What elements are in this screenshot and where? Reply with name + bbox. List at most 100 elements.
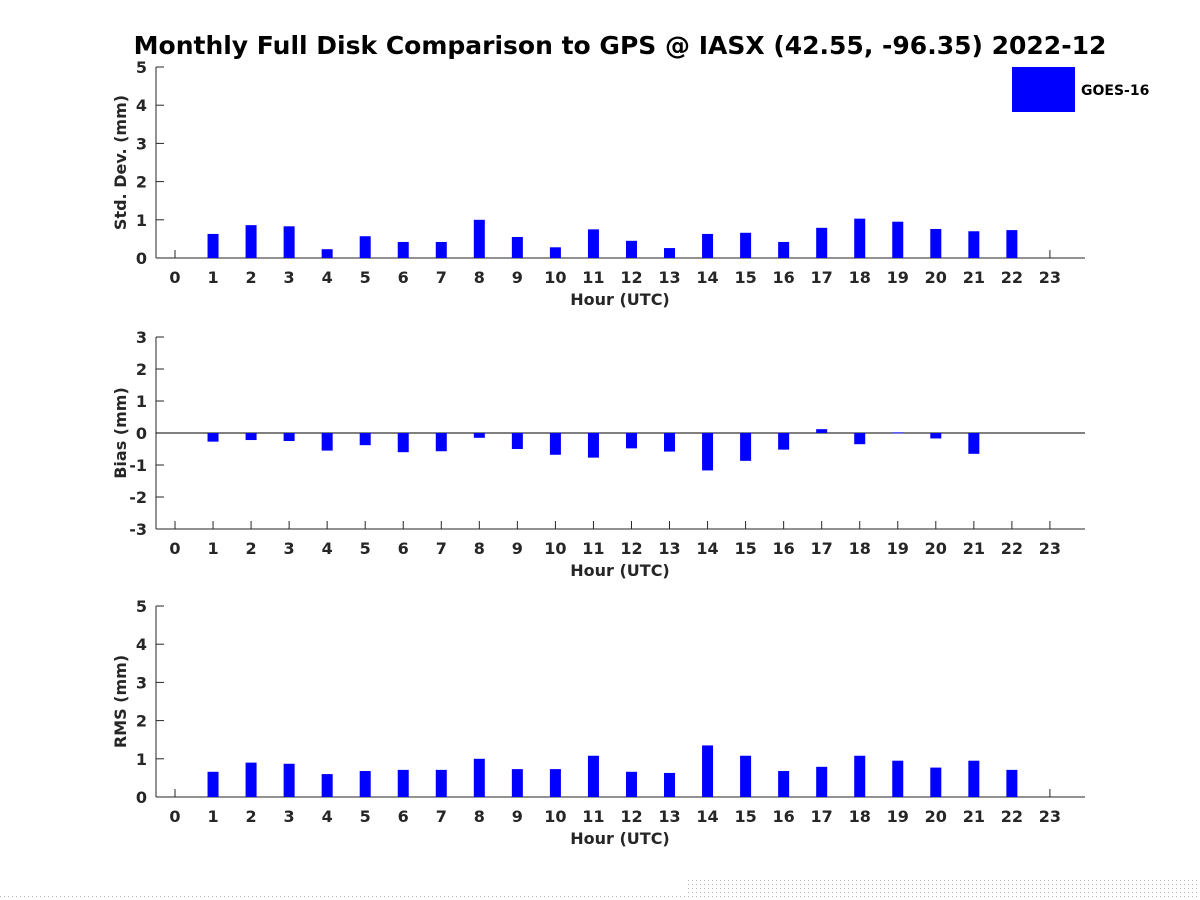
bar-hour-20 xyxy=(930,433,942,439)
bar-hour-17 xyxy=(816,766,828,797)
bar-hour-22 xyxy=(1006,769,1018,797)
x-tick-label: 0 xyxy=(169,539,180,558)
x-tick-label: 4 xyxy=(322,268,333,287)
x-tick-label: 5 xyxy=(360,807,371,826)
x-tick-label: 21 xyxy=(963,807,985,826)
x-tick-label: 6 xyxy=(398,268,409,287)
bar-hour-4 xyxy=(321,433,333,451)
bar-hour-16 xyxy=(778,241,790,258)
x-tick-label: 18 xyxy=(849,807,871,826)
x-tick-label: 9 xyxy=(512,807,523,826)
bar-hour-19 xyxy=(892,432,904,434)
bar-hour-1 xyxy=(207,433,219,442)
bar-hour-3 xyxy=(283,226,295,258)
x-tick-label: 14 xyxy=(696,807,718,826)
x-tick-label: 5 xyxy=(360,268,371,287)
x-tick-label: 0 xyxy=(169,268,180,287)
x-tick-label: 15 xyxy=(734,807,756,826)
legend-label-goes16: GOES-16 xyxy=(1081,83,1149,99)
y-tick-label: 1 xyxy=(136,392,147,411)
bar-hour-21 xyxy=(968,433,980,454)
y-tick-label: 4 xyxy=(136,96,147,115)
x-tick-label: 12 xyxy=(620,539,642,558)
x-tick-label: 4 xyxy=(322,807,333,826)
x-tick-label: 0 xyxy=(169,807,180,826)
bar-hour-14 xyxy=(702,233,714,258)
legend-swatch-goes16 xyxy=(1012,67,1075,112)
x-tick-label: 15 xyxy=(734,268,756,287)
x-tick-label: 2 xyxy=(246,807,257,826)
bar-hour-20 xyxy=(930,228,942,258)
y-tick-label: 5 xyxy=(136,597,147,616)
bar-hour-8 xyxy=(473,758,485,797)
x-tick-label: 22 xyxy=(1001,268,1023,287)
y-tick-label: 0 xyxy=(136,424,147,443)
x-tick-label: 19 xyxy=(887,539,909,558)
x-tick-label: 7 xyxy=(436,539,447,558)
bar-hour-6 xyxy=(397,769,409,797)
bar-hour-9 xyxy=(511,769,523,797)
x-tick-label: 9 xyxy=(512,268,523,287)
x-tick-label: 11 xyxy=(582,539,604,558)
x-tick-label: 4 xyxy=(322,539,333,558)
bar-hour-11 xyxy=(587,433,599,458)
x-tick-label: 5 xyxy=(360,539,371,558)
x-tick-label: 7 xyxy=(436,268,447,287)
x-tick-label: 16 xyxy=(773,539,795,558)
bar-hour-17 xyxy=(816,429,828,433)
x-tick-label: 22 xyxy=(1001,539,1023,558)
bar-hour-4 xyxy=(321,774,333,797)
x-tick-label: 13 xyxy=(658,807,680,826)
bar-hour-16 xyxy=(778,771,790,797)
x-tick-label: 3 xyxy=(284,268,295,287)
x-tick-label: 12 xyxy=(620,268,642,287)
bar-hour-6 xyxy=(397,241,409,258)
bar-hour-10 xyxy=(549,433,561,455)
bar-hour-19 xyxy=(892,221,904,258)
x-tick-label: 1 xyxy=(207,268,218,287)
bar-hour-16 xyxy=(778,433,790,450)
bar-hour-12 xyxy=(625,240,637,258)
bar-hour-1 xyxy=(207,233,219,258)
x-axis-label: Hour (UTC) xyxy=(570,829,670,848)
bar-hour-14 xyxy=(702,745,714,797)
y-tick-label: 0 xyxy=(136,788,147,807)
y-axis-label: RMS (mm) xyxy=(111,655,130,748)
bar-hour-7 xyxy=(435,241,447,258)
bar-hour-22 xyxy=(1006,230,1018,258)
x-tick-label: 2 xyxy=(246,539,257,558)
y-tick-label: 0 xyxy=(136,249,147,268)
x-tick-label: 14 xyxy=(696,539,718,558)
x-tick-label: 22 xyxy=(1001,807,1023,826)
y-tick-label: 3 xyxy=(136,328,147,347)
x-tick-label: 11 xyxy=(582,268,604,287)
x-tick-label: 15 xyxy=(734,539,756,558)
y-tick-label: 1 xyxy=(136,750,147,769)
x-tick-label: 16 xyxy=(773,268,795,287)
x-tick-label: 10 xyxy=(544,268,566,287)
x-tick-label: 11 xyxy=(582,807,604,826)
bar-hour-8 xyxy=(473,433,485,438)
bar-hour-2 xyxy=(245,762,257,797)
y-tick-label: 3 xyxy=(136,673,147,692)
x-tick-label: 17 xyxy=(811,268,833,287)
x-tick-label: 7 xyxy=(436,807,447,826)
bar-hour-21 xyxy=(968,760,980,797)
x-tick-label: 12 xyxy=(620,807,642,826)
bar-hour-5 xyxy=(359,433,371,446)
bar-hour-10 xyxy=(549,247,561,258)
legend: GOES-16 xyxy=(1012,67,1149,112)
y-tick-label: 2 xyxy=(136,712,147,731)
bar-hour-11 xyxy=(587,755,599,797)
bar-hour-13 xyxy=(664,772,676,797)
y-tick-label: -1 xyxy=(129,456,147,475)
bar-hour-5 xyxy=(359,771,371,797)
x-tick-label: 17 xyxy=(811,539,833,558)
x-tick-label: 10 xyxy=(544,807,566,826)
x-tick-label: 6 xyxy=(398,807,409,826)
y-tick-label: -2 xyxy=(129,488,147,507)
x-tick-label: 23 xyxy=(1039,268,1061,287)
bar-hour-18 xyxy=(854,433,866,445)
